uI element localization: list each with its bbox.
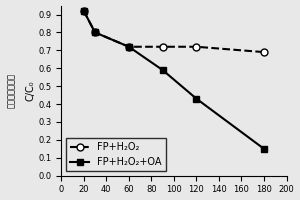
FP+H₂O₂	[161, 46, 164, 48]
Line: FP+H₂O₂: FP+H₂O₂	[80, 7, 268, 56]
FP+H₂O₂+OA	[262, 148, 266, 150]
FP+H₂O₂+OA	[82, 10, 85, 12]
FP+H₂O₂+OA	[195, 97, 198, 100]
FP+H₂O₂+OA	[161, 69, 164, 71]
FP+H₂O₂	[262, 51, 266, 53]
FP+H₂O₂+OA	[93, 31, 97, 34]
Y-axis label: C/C₀: C/C₀	[26, 80, 35, 101]
FP+H₂O₂	[93, 31, 97, 34]
FP+H₂O₂	[127, 46, 130, 48]
FP+H₂O₂	[195, 46, 198, 48]
Text: 磺胺二甲嘧啶，: 磺胺二甲嘧啶，	[7, 73, 16, 108]
FP+H₂O₂+OA	[127, 46, 130, 48]
Line: FP+H₂O₂+OA: FP+H₂O₂+OA	[80, 7, 268, 152]
FP+H₂O₂	[82, 10, 85, 12]
Legend: FP+H₂O₂, FP+H₂O₂+OA: FP+H₂O₂, FP+H₂O₂+OA	[66, 138, 166, 171]
